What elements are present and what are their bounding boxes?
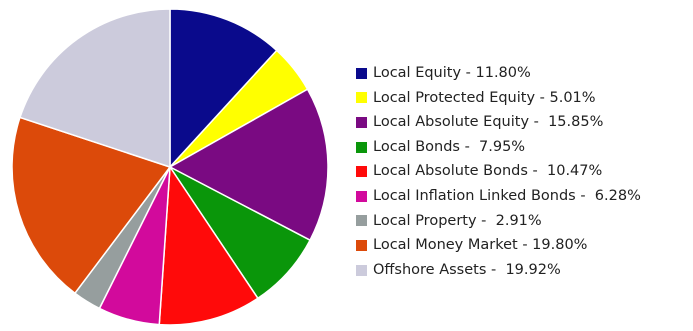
legend-label: Local Property - 2.91% [373,212,542,229]
legend-item: Local Absolute Bonds - 10.47% [356,159,641,184]
legend-item: Local Protected Equity - 5.01% [356,86,641,111]
legend-item: Local Money Market - 19.80% [356,233,641,258]
legend-label: Local Protected Equity - 5.01% [373,89,596,106]
legend-swatch [356,239,367,251]
legend-swatch [356,190,367,202]
legend-swatch [356,67,367,79]
legend-item: Local Bonds - 7.95% [356,135,641,160]
pie-slice-local-absolute-bonds [158,166,259,326]
legend-label: Local Money Market - 19.80% [373,237,588,254]
legend-label: Local Equity - 11.80% [373,65,531,82]
legend-label: Local Inflation Linked Bonds - 6.28% [373,188,641,205]
pie-slice-local-absolute-equity [169,88,329,241]
legend-label: Local Absolute Equity - 15.85% [373,114,604,131]
legend-item: Local Absolute Equity - 15.85% [356,110,641,135]
legend-item: Local Inflation Linked Bonds - 6.28% [356,184,641,209]
legend-swatch [356,92,367,104]
legend-swatch [356,166,367,178]
pie-slice-offshore-assets [19,8,171,168]
legend-swatch [356,116,367,128]
legend-label: Offshore Assets - 19.92% [373,261,561,278]
legend-swatch [356,215,367,227]
legend: Local Equity - 11.80% Local Protected Equ… [356,61,641,282]
legend-item: Local Property - 2.91% [356,209,641,234]
legend-swatch [356,264,367,276]
legend-item: Local Equity - 11.80% [356,61,641,86]
legend-label: Local Bonds - 7.95% [373,138,526,155]
legend-item: Offshore Assets - 19.92% [356,258,641,283]
legend-swatch [356,141,367,153]
pie-slice-local-money-market [11,116,171,294]
legend-label: Local Absolute Bonds - 10.47% [373,163,603,180]
pie-slice-local-equity [169,8,278,168]
